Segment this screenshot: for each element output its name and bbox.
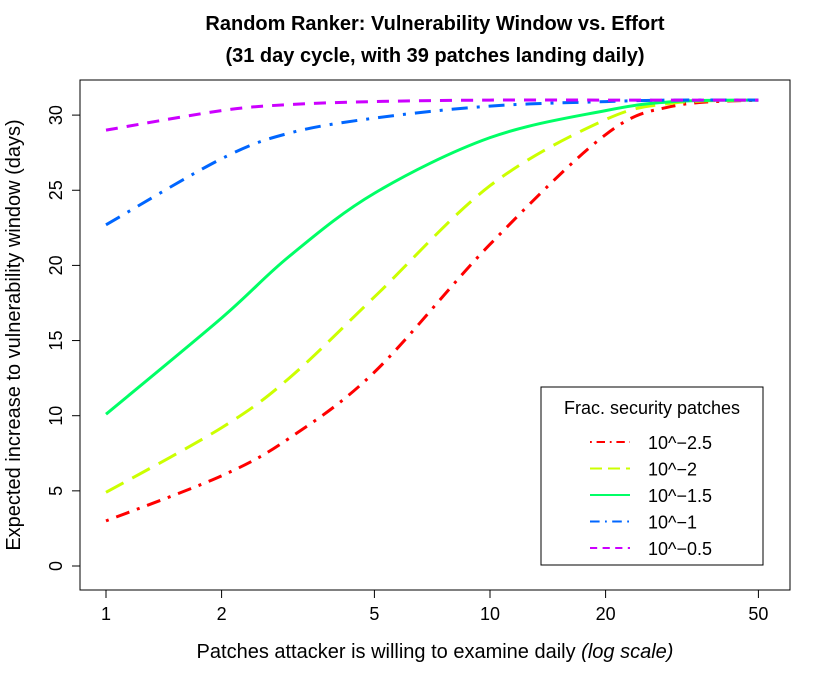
series-line — [105, 98, 759, 227]
legend-label: 10^−1 — [648, 513, 697, 533]
x-tick-label: 2 — [217, 604, 227, 624]
series-line — [105, 98, 759, 494]
x-tick-label: 50 — [748, 604, 768, 624]
chart-title: Random Ranker: Vulnerability Window vs. … — [205, 13, 664, 35]
y-axis: 0 5 10 15 20 25 30 — [46, 105, 81, 571]
x-tick-label: 1 — [101, 604, 111, 624]
y-tick-label: 25 — [46, 180, 66, 200]
legend-box — [540, 386, 764, 566]
x-tick-label: 10 — [480, 604, 500, 624]
y-axis-label: Expected increase to vulnerability windo… — [3, 119, 25, 550]
x-tick-label: 5 — [369, 604, 379, 624]
y-tick-label: 10 — [46, 406, 66, 426]
series-lines — [105, 98, 759, 523]
legend-label: 10^−2.5 — [648, 433, 712, 453]
x-axis-label-main: Patches attacker is willing to examine d… — [197, 641, 576, 663]
series-line — [105, 98, 759, 416]
y-tick-label: 0 — [46, 561, 66, 571]
x-axis: 1 2 5 10 20 50 — [101, 589, 768, 624]
x-axis-label: Patches attacker is willing to examine d… — [197, 641, 674, 663]
legend-label: 10^−1.5 — [648, 486, 712, 506]
y-tick-label: 20 — [46, 255, 66, 275]
x-axis-label-suffix: (log scale) — [581, 641, 673, 663]
chart-subtitle: (31 day cycle, with 39 patches landing d… — [225, 45, 644, 67]
legend-label: 10^−2 — [648, 460, 697, 480]
legend: Frac. security patches 10^−2.5 10^−2 10^−1… — [540, 386, 764, 566]
legend-title: Frac. security patches — [564, 398, 740, 418]
y-tick-label: 15 — [46, 331, 66, 351]
legend-items: 10^−2.5 10^−2 10^−1.5 10^−1 10^−0.5 — [590, 433, 712, 559]
series-line — [105, 98, 759, 132]
y-tick-label: 30 — [46, 105, 66, 125]
legend-label: 10^−0.5 — [648, 539, 712, 559]
x-tick-label: 20 — [596, 604, 616, 624]
y-tick-label: 5 — [46, 486, 66, 496]
